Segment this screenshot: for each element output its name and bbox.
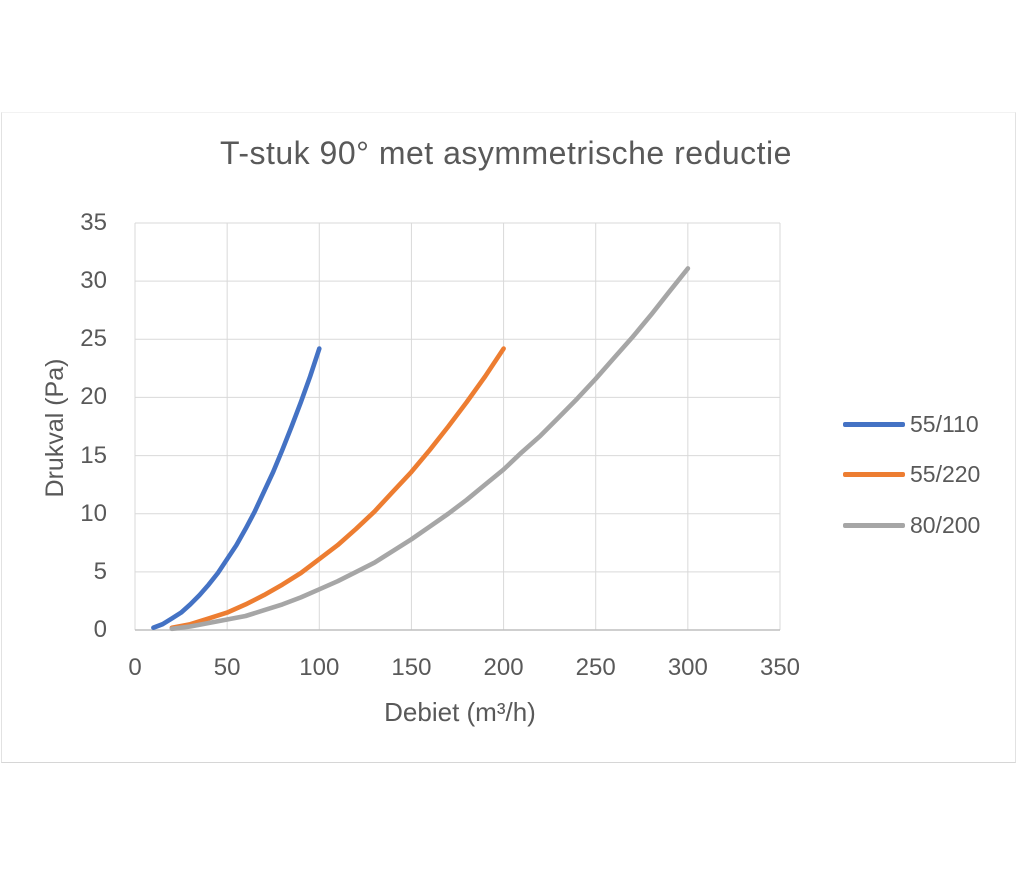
y-axis-title: Drukval (Pa) [41,358,69,498]
x-tick-label: 250 [575,654,616,681]
x-tick-label: 100 [299,654,340,681]
x-tick-label: 300 [667,654,708,681]
series-line-55/110 [151,346,322,631]
y-tick-label: 10 [80,499,107,527]
legend-label: 80/200 [910,511,981,538]
legend-swatch [843,472,905,477]
x-tick-label: 0 [128,654,142,681]
series-line-80/200 [169,266,691,632]
legend-item-55/220: 55/220 [843,461,980,489]
y-tick-label: 20 [80,383,107,411]
x-tick-label: 350 [759,654,801,681]
legend-label: 55/220 [910,461,981,487]
y-tick-label: 30 [80,267,107,295]
x-tick-label: 50 [213,654,241,681]
y-tick-label: 15 [80,441,107,469]
legend-swatch [843,522,905,528]
legend-label: 55/110 [910,410,979,437]
chart-frame: T-stuk 90° met asymmetrische reductie Dr… [1,112,1016,763]
x-axis-title: Debiet (m³/h) [384,697,536,727]
y-tick-label: 5 [93,557,107,585]
series-line-55/220 [169,346,506,631]
x-tick-label: 150 [391,654,432,681]
y-tick-label: 0 [93,616,107,643]
legend-item-80/200: 80/200 [843,511,980,539]
y-tick-label: 35 [80,209,107,236]
y-tick-label: 25 [80,325,107,353]
legend-item-55/110: 55/110 [843,410,979,438]
chart-title: T-stuk 90° met asymmetrische reductie [220,135,792,171]
legend-swatch [843,421,905,427]
plot-area [134,222,781,632]
x-tick-label: 200 [483,654,524,681]
